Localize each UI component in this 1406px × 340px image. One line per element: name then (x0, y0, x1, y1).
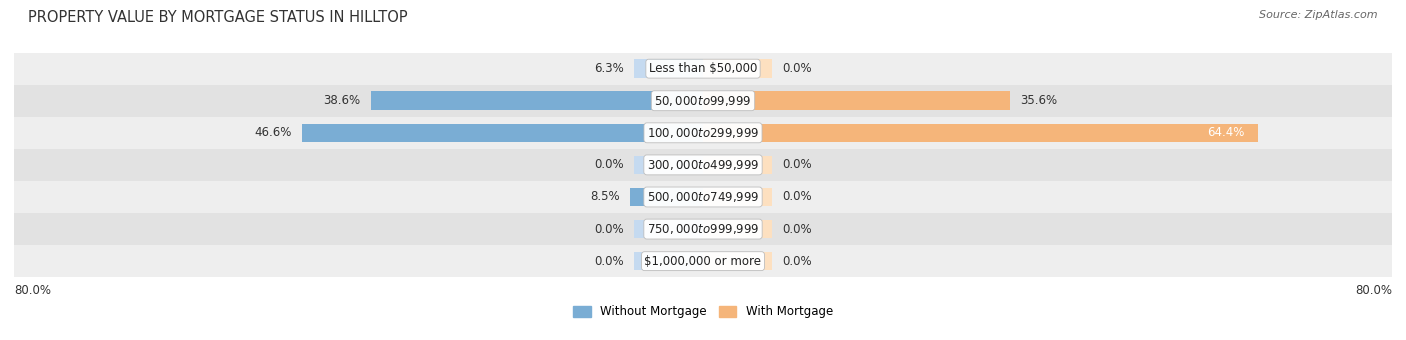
Bar (703, 91, 1010, 110)
Bar (14, 85, 1392, 117)
Text: $750,000 to $999,999: $750,000 to $999,999 (647, 222, 759, 236)
Bar (703, 123, 1257, 142)
Bar (648, 59, 703, 78)
Text: 0.0%: 0.0% (595, 255, 624, 268)
Text: 64.4%: 64.4% (1208, 126, 1244, 139)
Text: 0.0%: 0.0% (782, 190, 811, 203)
Bar (14, 53, 1392, 85)
Bar (630, 188, 703, 206)
Text: $100,000 to $299,999: $100,000 to $299,999 (647, 126, 759, 140)
Bar (14, 181, 1392, 213)
Text: 0.0%: 0.0% (782, 158, 811, 171)
Bar (703, 91, 772, 110)
Text: Source: ZipAtlas.com: Source: ZipAtlas.com (1260, 10, 1378, 20)
Text: 80.0%: 80.0% (1355, 284, 1392, 296)
Text: 0.0%: 0.0% (595, 223, 624, 236)
Text: Less than $50,000: Less than $50,000 (648, 62, 758, 75)
Bar (703, 123, 772, 142)
Text: 0.0%: 0.0% (595, 158, 624, 171)
Text: 80.0%: 80.0% (14, 284, 51, 296)
Bar (14, 149, 1392, 181)
Text: 0.0%: 0.0% (782, 223, 811, 236)
Bar (703, 220, 772, 238)
Bar (703, 188, 772, 206)
Text: 38.6%: 38.6% (323, 94, 360, 107)
Text: $1,000,000 or more: $1,000,000 or more (644, 255, 762, 268)
Bar (14, 117, 1392, 149)
Bar (634, 59, 703, 78)
Text: 35.6%: 35.6% (1019, 94, 1057, 107)
Bar (634, 123, 703, 142)
Text: $50,000 to $99,999: $50,000 to $99,999 (654, 94, 752, 108)
Bar (302, 123, 703, 142)
Text: $300,000 to $499,999: $300,000 to $499,999 (647, 158, 759, 172)
Bar (634, 220, 703, 238)
Bar (634, 91, 703, 110)
Legend: Without Mortgage, With Mortgage: Without Mortgage, With Mortgage (568, 301, 838, 323)
Text: 8.5%: 8.5% (591, 190, 620, 203)
Bar (371, 91, 703, 110)
Text: 0.0%: 0.0% (782, 62, 811, 75)
Text: 46.6%: 46.6% (254, 126, 291, 139)
Bar (14, 213, 1392, 245)
Text: 0.0%: 0.0% (782, 255, 811, 268)
Bar (703, 156, 772, 174)
Text: 6.3%: 6.3% (593, 62, 624, 75)
Bar (703, 252, 772, 270)
Text: PROPERTY VALUE BY MORTGAGE STATUS IN HILLTOP: PROPERTY VALUE BY MORTGAGE STATUS IN HIL… (28, 10, 408, 25)
Bar (703, 59, 772, 78)
Text: $500,000 to $749,999: $500,000 to $749,999 (647, 190, 759, 204)
Bar (634, 188, 703, 206)
Bar (14, 245, 1392, 277)
Bar (634, 252, 703, 270)
Bar (634, 156, 703, 174)
